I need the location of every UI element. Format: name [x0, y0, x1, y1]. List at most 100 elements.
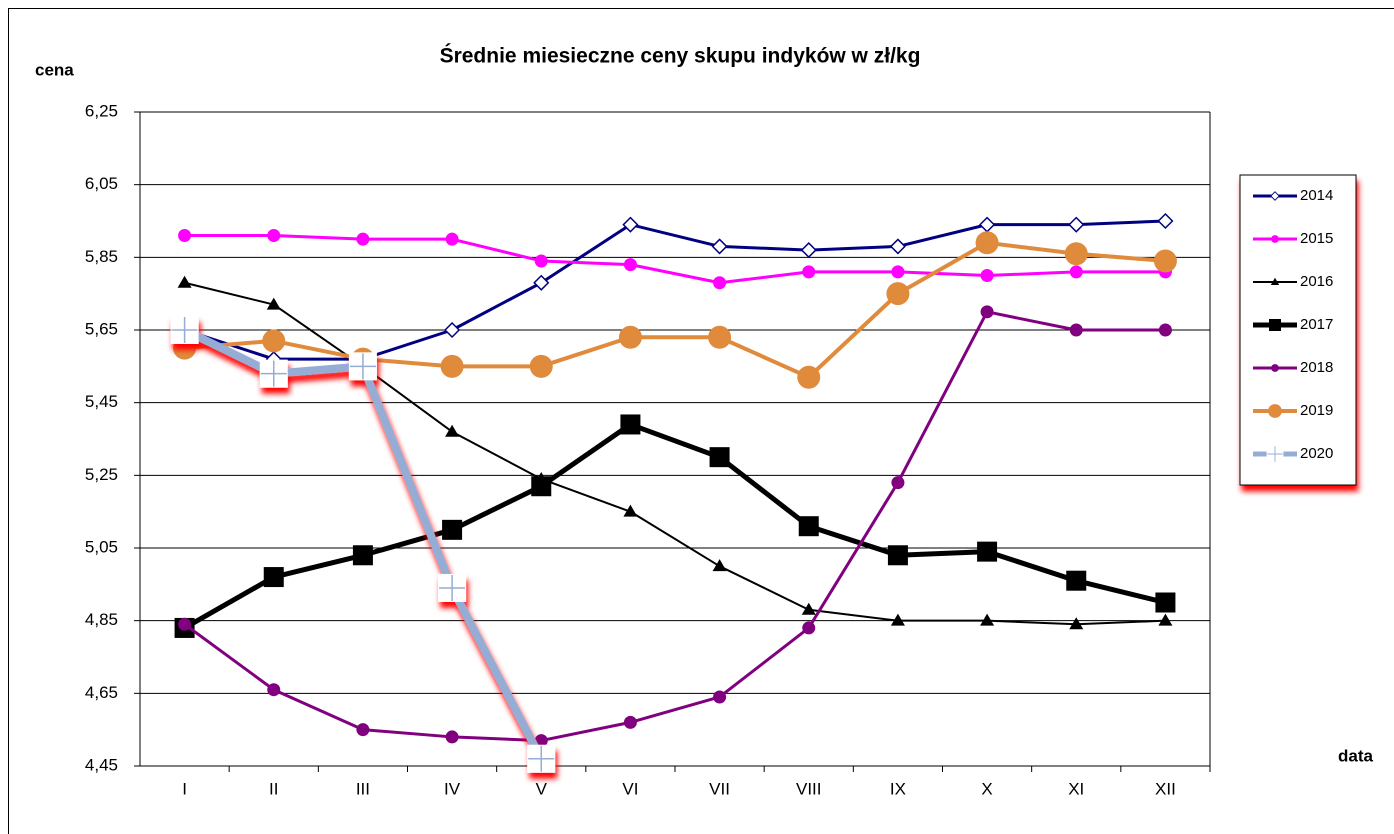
marker [620, 414, 641, 435]
x-tick-label: XII [1155, 779, 1176, 798]
marker [529, 354, 553, 378]
marker [1069, 617, 1084, 630]
marker [1158, 323, 1172, 337]
marker [709, 447, 730, 468]
marker [623, 504, 638, 517]
legend-label: 2015 [1300, 230, 1333, 247]
legend-box [1239, 174, 1357, 486]
y-tick-label: 5,25 [85, 465, 118, 484]
marker-plus [528, 745, 555, 772]
marker [1066, 570, 1087, 591]
marker [1270, 277, 1280, 285]
marker [1064, 242, 1088, 266]
marker [980, 269, 994, 282]
marker [802, 265, 816, 279]
marker [267, 683, 281, 697]
marker [178, 617, 192, 631]
marker [797, 365, 821, 389]
marker [801, 602, 816, 615]
legend-label: 2016 [1300, 273, 1333, 290]
marker [886, 282, 910, 306]
marker [798, 516, 819, 537]
marker-plus [439, 574, 466, 601]
marker [1068, 216, 1085, 233]
marker [1268, 404, 1282, 418]
marker [708, 325, 732, 349]
y-tick-label: 4,45 [85, 755, 118, 774]
legend-label: 2014 [1300, 187, 1333, 204]
marker [356, 723, 370, 737]
marker [889, 238, 906, 255]
marker [802, 621, 816, 635]
marker [1270, 191, 1280, 201]
marker [980, 613, 995, 626]
marker [259, 359, 288, 388]
marker [1153, 249, 1177, 273]
marker [1271, 235, 1279, 243]
y-tick-label: 5,05 [85, 537, 118, 556]
marker [531, 476, 552, 497]
marker-plus [260, 360, 287, 387]
x-tick-label: II [269, 779, 278, 798]
marker [1266, 445, 1284, 463]
marker [444, 321, 461, 339]
series [178, 305, 1172, 748]
x-tick-label: VII [709, 779, 730, 798]
x-tick-label: X [981, 779, 992, 798]
marker [975, 231, 999, 255]
marker [533, 274, 550, 291]
marker [980, 305, 994, 319]
marker [713, 690, 727, 704]
marker [267, 229, 281, 243]
marker-plus [349, 353, 376, 380]
marker [348, 352, 377, 381]
x-tick-label: VI [622, 779, 638, 798]
marker [445, 730, 459, 744]
chart-border [8, 8, 1394, 834]
marker [891, 265, 905, 279]
marker [170, 316, 199, 344]
series-line [184, 234, 1166, 285]
marker [891, 476, 905, 490]
y-axis-label: cena [35, 60, 74, 79]
x-axis-label: data [1338, 746, 1374, 765]
marker [1271, 364, 1279, 372]
marker [266, 297, 281, 310]
x-tick-label: III [356, 779, 370, 798]
marker [263, 567, 284, 588]
marker [1158, 613, 1173, 626]
marker [713, 276, 727, 290]
series [170, 316, 556, 773]
marker [1269, 319, 1281, 331]
marker [977, 541, 998, 562]
x-tick-label: VIII [796, 779, 822, 798]
marker [445, 232, 459, 246]
x-tick-label: IV [444, 779, 461, 798]
marker [1157, 212, 1174, 230]
legend-label: 2018 [1300, 359, 1333, 376]
series-line [183, 421, 1167, 631]
marker [438, 573, 467, 602]
marker [1155, 592, 1176, 613]
legend-label: 2020 [1300, 445, 1333, 462]
marker [623, 258, 637, 272]
marker [440, 354, 464, 378]
marker [890, 613, 905, 626]
chart-title: Średnie miesieczne ceny skupu indyków w … [440, 44, 921, 68]
x-tick-label: I [182, 779, 187, 798]
series-line [183, 310, 1166, 743]
y-tick-label: 5,85 [85, 247, 118, 266]
marker [1069, 323, 1083, 337]
x-tick-label: IX [890, 779, 906, 798]
marker [178, 229, 192, 243]
legend-label: 2017 [1300, 316, 1333, 333]
marker [527, 744, 556, 773]
marker [887, 545, 908, 566]
y-tick-label: 5,45 [85, 392, 118, 411]
marker [356, 232, 370, 246]
marker [622, 216, 639, 233]
x-tick-label: XI [1068, 779, 1084, 798]
marker [618, 325, 642, 349]
marker-plus [171, 317, 198, 343]
